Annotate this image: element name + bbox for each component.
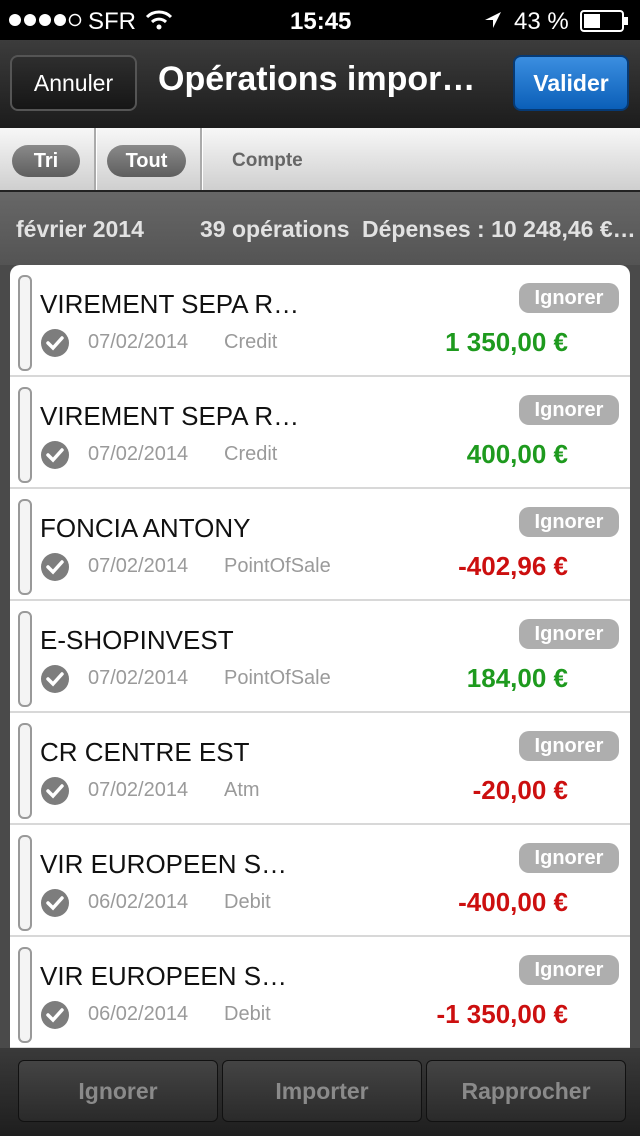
- separator: [94, 128, 97, 190]
- separator: [200, 128, 203, 190]
- transaction-amount: 1 350,00 €: [445, 327, 568, 357]
- nav-title: Opérations impor…: [158, 60, 476, 98]
- toolbar: Tri Tout Compte: [0, 128, 640, 192]
- transaction-row[interactable]: VIREMENT SEPA R… Ignorer 07/02/2014 Credit 1…: [10, 265, 630, 377]
- drag-handle: [18, 723, 32, 819]
- drag-handle: [18, 835, 32, 931]
- drag-handle: [18, 947, 32, 1043]
- transaction-name: VIR EUROPEEN S…: [40, 961, 288, 991]
- transaction-row[interactable]: E-SHOPINVEST Ignorer 07/02/2014 PointOfSale…: [10, 601, 630, 713]
- ignore-button[interactable]: Ignorer: [519, 619, 619, 649]
- transaction-amount: 184,00 €: [466, 663, 568, 693]
- bottom-button[interactable]: Importer: [222, 1060, 422, 1122]
- carrier: SFR: [88, 8, 136, 35]
- transaction-date: 07/02/2014: [88, 779, 189, 801]
- ignore-button[interactable]: Ignorer: [519, 395, 619, 425]
- transaction-name: E-SHOPINVEST: [40, 625, 234, 655]
- transaction-date: 07/02/2014: [88, 555, 189, 577]
- transaction-type: Debit: [224, 891, 271, 913]
- transaction-date: 06/02/2014: [88, 1003, 189, 1025]
- transaction-type: Debit: [224, 1003, 271, 1025]
- check-icon[interactable]: [40, 440, 70, 475]
- transaction-type: PointOfSale: [224, 555, 331, 577]
- nav-bar: Annuler Opérations impor… Valider: [0, 40, 640, 128]
- transaction-name: VIREMENT SEPA R…: [40, 289, 300, 319]
- ignore-button[interactable]: Ignorer: [519, 507, 619, 537]
- filter-button[interactable]: Tout: [107, 145, 186, 177]
- validate-button[interactable]: Valider: [513, 55, 629, 111]
- drag-handle: [18, 275, 32, 371]
- transaction-row[interactable]: FONCIA ANTONY Ignorer 07/02/2014 PointOfSal…: [10, 489, 630, 601]
- transaction-row[interactable]: VIR EUROPEEN S… Ignorer 06/02/2014 Debit -1 …: [10, 937, 630, 1048]
- cancel-button[interactable]: Annuler: [10, 55, 137, 111]
- month: février 2014: [16, 216, 144, 242]
- transaction-row[interactable]: VIREMENT SEPA R… Ignorer 07/02/2014 Credit 4…: [10, 377, 630, 489]
- bottom-button[interactable]: Ignorer: [18, 1060, 218, 1122]
- transaction-amount: -400,00 €: [458, 887, 568, 917]
- transaction-list: VIREMENT SEPA R… Ignorer 07/02/2014 Credit 1…: [10, 265, 630, 1048]
- ignore-button[interactable]: Ignorer: [519, 955, 619, 985]
- expenses: Dépenses : 10 248,46 €…: [362, 216, 636, 242]
- ignore-button[interactable]: Ignorer: [519, 731, 619, 761]
- operation-count: 39 opérations: [200, 216, 350, 242]
- transaction-amount: -402,96 €: [458, 551, 568, 581]
- check-icon[interactable]: [40, 552, 70, 587]
- ignore-button[interactable]: Ignorer: [519, 283, 619, 313]
- column-label[interactable]: Compte: [232, 150, 303, 171]
- transaction-date: 07/02/2014: [88, 331, 189, 353]
- transaction-date: 07/02/2014: [88, 667, 189, 689]
- ignore-button[interactable]: Ignorer: [519, 843, 619, 873]
- check-icon[interactable]: [40, 1000, 70, 1035]
- location-icon: [485, 12, 501, 28]
- status-bar: SFR 15:45 43 %: [0, 0, 640, 40]
- drag-handle: [18, 499, 32, 595]
- bottom-bar: Ignorer Importer Rapprocher: [0, 1048, 640, 1136]
- transaction-row[interactable]: VIR EUROPEEN S… Ignorer 06/02/2014 Debit -40…: [10, 825, 630, 937]
- transaction-name: VIREMENT SEPA R…: [40, 401, 300, 431]
- transaction-date: 06/02/2014: [88, 891, 189, 913]
- transaction-amount: -1 350,00 €: [436, 999, 568, 1029]
- signal-icon: [9, 13, 82, 27]
- battery-icon: [580, 10, 628, 32]
- transaction-name: VIR EUROPEEN S…: [40, 849, 288, 879]
- transaction-date: 07/02/2014: [88, 443, 189, 465]
- transaction-type: PointOfSale: [224, 667, 331, 689]
- wifi-icon: [145, 10, 173, 30]
- sort-button[interactable]: Tri: [12, 145, 80, 177]
- transaction-name: CR CENTRE EST: [40, 737, 250, 767]
- check-icon[interactable]: [40, 776, 70, 811]
- check-icon[interactable]: [40, 888, 70, 923]
- check-icon[interactable]: [40, 664, 70, 699]
- transaction-name: FONCIA ANTONY: [40, 513, 251, 543]
- summary-bar: février 2014 39 opérations Dépenses : 10…: [0, 192, 640, 265]
- drag-handle: [18, 387, 32, 483]
- transaction-type: Credit: [224, 331, 278, 353]
- bottom-button[interactable]: Rapprocher: [426, 1060, 626, 1122]
- drag-handle: [18, 611, 32, 707]
- transaction-amount: -20,00 €: [472, 775, 568, 805]
- transaction-row[interactable]: CR CENTRE EST Ignorer 07/02/2014 Atm -20,00 …: [10, 713, 630, 825]
- check-icon[interactable]: [40, 328, 70, 363]
- transaction-type: Credit: [224, 443, 278, 465]
- battery-percent: 43 %: [514, 8, 569, 35]
- transaction-amount: 400,00 €: [466, 439, 568, 469]
- transaction-type: Atm: [224, 779, 260, 801]
- clock: 15:45: [290, 8, 352, 35]
